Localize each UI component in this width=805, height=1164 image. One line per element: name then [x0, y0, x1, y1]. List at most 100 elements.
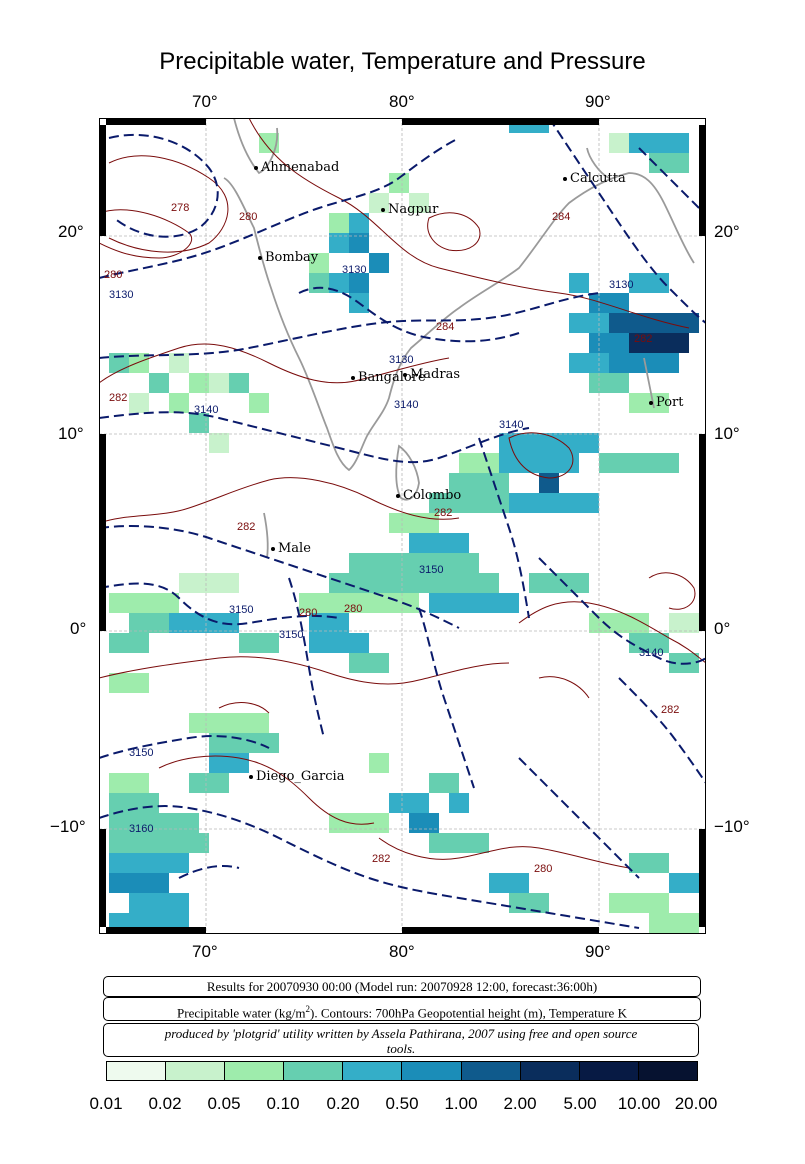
city-marker: Colombo — [396, 488, 461, 503]
temperature-contours — [99, 118, 706, 869]
top-lon-label-90: 90° — [585, 92, 611, 111]
temp-label: 280 — [239, 211, 257, 223]
precip-colorbar — [106, 1061, 698, 1081]
height-label: 3140 — [639, 647, 663, 659]
temp-label: 282 — [372, 853, 390, 865]
colorbar-swatch — [638, 1062, 697, 1080]
city-label: Port — [656, 395, 684, 410]
colorbar-tick-label: 0.50 — [385, 1094, 419, 1113]
height-label: 3130 — [609, 279, 633, 291]
height-contours — [99, 118, 706, 929]
temp-label: 280 — [344, 603, 362, 615]
bottom-lon-label-80: 80° — [389, 942, 415, 961]
city-marker: Madras — [403, 367, 460, 382]
run-info-text: Results for 20070930 00:00 (Model run: 2… — [206, 979, 598, 994]
height-label: 3130 — [389, 354, 413, 366]
credit-text: produced by 'plotgrid' utility written b… — [164, 1026, 638, 1056]
colorbar-tick-label: 10.00 — [617, 1094, 661, 1113]
city-marker: Bangalore — [351, 370, 426, 385]
city-marker: Ahmenabad — [254, 160, 339, 175]
precip-water-cells — [109, 118, 699, 933]
height-label: 3150 — [229, 604, 253, 616]
map-border-ticks — [99, 118, 706, 934]
right-lat-label-20: 20° — [714, 222, 740, 241]
city-label: Calcutta — [570, 171, 626, 186]
city-marker: Port — [649, 395, 684, 410]
city-dot-icon — [563, 176, 567, 181]
city-label: Ahmenabad — [261, 160, 340, 175]
height-label: 3160 — [129, 823, 153, 835]
map-canvas: 3130 3130 3130 3130 3140 3140 3140 3140 … — [99, 118, 706, 934]
colorbar-swatch — [520, 1062, 580, 1080]
city-dot-icon — [381, 207, 385, 212]
city-marker: Bombay — [258, 250, 318, 265]
map-title: Precipitable water, Temperature and Pres… — [159, 48, 646, 75]
colorbar-swatch — [579, 1062, 639, 1080]
temp-label: 282 — [109, 392, 127, 404]
city-dot-icon — [396, 493, 400, 498]
city-dot-icon — [403, 372, 407, 377]
colorbar-tick-label: 0.20 — [326, 1094, 360, 1113]
run-info-box: Results for 20070930 00:00 (Model run: 2… — [103, 976, 701, 997]
colorbar-swatch — [402, 1062, 462, 1080]
colorbar-tick-label: 0.02 — [148, 1094, 182, 1113]
height-label: 3140 — [194, 404, 218, 416]
right-lat-label-10: 10° — [714, 424, 740, 443]
temp-label: 282 — [634, 333, 652, 345]
height-label: 3130 — [342, 264, 366, 276]
temp-label: 282 — [661, 704, 679, 716]
colorbar-swatch — [284, 1062, 344, 1080]
colorbar-swatch — [343, 1062, 403, 1080]
top-lon-label-80: 80° — [389, 92, 415, 111]
city-label: Bangalore — [358, 370, 426, 385]
city-label: Colombo — [403, 488, 462, 503]
left-lat-label-minus10: −10° — [50, 817, 86, 836]
height-label: 3140 — [499, 419, 523, 431]
colorbar-tick-label: 20.00 — [674, 1094, 718, 1113]
right-lat-label-minus10: −10° — [714, 817, 750, 836]
left-lat-label-20: 20° — [58, 222, 84, 241]
city-label: Diego_Garcia — [256, 769, 345, 784]
city-dot-icon — [351, 375, 355, 380]
city-dot-icon — [249, 774, 253, 779]
colorbar-tick-label: 0.10 — [266, 1094, 300, 1113]
city-label: Madras — [410, 367, 461, 382]
height-label: 3150 — [129, 747, 153, 759]
colorbar-swatch — [166, 1062, 226, 1080]
height-label: 3130 — [109, 289, 133, 301]
height-label: 3150 — [419, 564, 443, 576]
legend-info-text-b: ). Contours: 700hPa Geopotential height … — [310, 1005, 627, 1021]
city-dot-icon — [258, 255, 262, 260]
colorbar-tick-label: 0.05 — [207, 1094, 241, 1113]
city-label: Nagpur — [388, 202, 439, 217]
legend-info-box: Precipitable water (kg/m2). Contours: 70… — [103, 997, 701, 1021]
height-label: 3150 — [279, 629, 303, 641]
colorbar-swatch — [461, 1062, 521, 1080]
city-label: Bombay — [265, 250, 319, 265]
bottom-lon-label-90: 90° — [585, 942, 611, 961]
temp-label: 280 — [299, 607, 317, 619]
city-marker: Diego_Garcia — [249, 769, 344, 784]
colorbar-swatch — [225, 1062, 285, 1080]
city-marker: Calcutta — [563, 171, 626, 186]
temp-label: 282 — [237, 521, 255, 533]
temp-label: 280 — [534, 863, 552, 875]
colorbar-tick-label: 5.00 — [563, 1094, 597, 1113]
top-lon-label-70: 70° — [192, 92, 218, 111]
city-dot-icon — [254, 165, 258, 170]
height-label: 3140 — [394, 399, 418, 411]
graticule — [99, 118, 706, 934]
left-lat-label-10: 10° — [58, 424, 84, 443]
temp-label: 284 — [436, 321, 454, 333]
colorbar-tick-label: 1.00 — [444, 1094, 478, 1113]
city-marker: Nagpur — [381, 202, 438, 217]
city-label: Male — [278, 541, 311, 556]
colorbar-tick-label: 0.01 — [89, 1094, 123, 1113]
credit-box: produced by 'plotgrid' utility written b… — [103, 1023, 699, 1057]
temp-label: 282 — [434, 507, 452, 519]
bottom-lon-label-70: 70° — [192, 942, 218, 961]
temp-label: 284 — [552, 211, 570, 223]
colorbar-tick-label: 2.00 — [503, 1094, 537, 1113]
city-marker: Male — [271, 541, 311, 556]
temp-label: 278 — [171, 202, 189, 214]
